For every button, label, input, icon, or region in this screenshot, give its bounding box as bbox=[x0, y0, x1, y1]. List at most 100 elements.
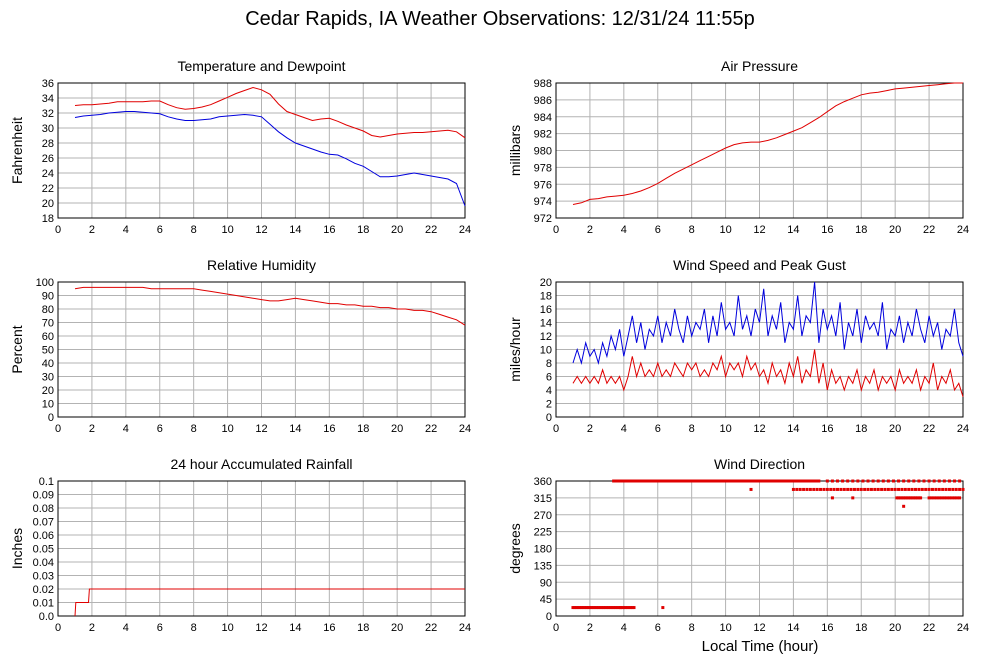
data-point bbox=[955, 496, 959, 500]
data-point bbox=[596, 606, 600, 610]
page-title: Cedar Rapids, IA Weather Observations: 1… bbox=[245, 8, 755, 30]
data-point bbox=[852, 487, 856, 491]
y-tick-label: 2 bbox=[546, 399, 552, 411]
y-tick-label: 18 bbox=[42, 213, 54, 225]
data-point bbox=[586, 606, 590, 610]
data-point bbox=[688, 479, 692, 483]
x-tick-label: 18 bbox=[855, 622, 867, 634]
data-point bbox=[922, 479, 926, 483]
data-point bbox=[764, 479, 768, 483]
x-tick-label: 18 bbox=[357, 423, 369, 435]
data-point bbox=[798, 487, 802, 491]
y-tick-label: 0.01 bbox=[33, 598, 54, 610]
data-point bbox=[778, 479, 782, 483]
data-point bbox=[905, 496, 909, 500]
data-point bbox=[632, 479, 636, 483]
data-point bbox=[771, 479, 775, 483]
data-point bbox=[808, 487, 812, 491]
data-point bbox=[632, 606, 636, 610]
x-tick-label: 22 bbox=[425, 622, 437, 634]
y-tick-label: 70 bbox=[42, 318, 54, 330]
data-point bbox=[703, 479, 707, 483]
data-point bbox=[754, 479, 758, 483]
data-point bbox=[730, 479, 734, 483]
data-point bbox=[944, 487, 948, 491]
data-point bbox=[664, 479, 668, 483]
data-point bbox=[954, 487, 958, 491]
y-tick-label: 16 bbox=[540, 304, 552, 316]
data-point bbox=[637, 479, 641, 483]
x-tick-label: 16 bbox=[323, 423, 335, 435]
y-tick-label: 0.06 bbox=[33, 530, 54, 542]
data-point bbox=[646, 479, 650, 483]
data-point bbox=[902, 496, 906, 500]
data-point bbox=[947, 496, 951, 500]
x-tick-label: 4 bbox=[123, 224, 129, 236]
data-point bbox=[797, 479, 801, 483]
data-point bbox=[791, 487, 795, 491]
data-point bbox=[836, 479, 840, 483]
x-tick-label: 18 bbox=[855, 423, 867, 435]
data-point bbox=[856, 479, 860, 483]
x-tick-label: 2 bbox=[587, 224, 593, 236]
data-point bbox=[607, 606, 611, 610]
data-point bbox=[676, 479, 680, 483]
x-tick-label: 6 bbox=[157, 423, 163, 435]
data-point bbox=[758, 479, 761, 483]
data-point bbox=[630, 479, 634, 483]
y-tick-label: 30 bbox=[42, 123, 54, 135]
plot-frame bbox=[57, 281, 466, 418]
data-point bbox=[742, 479, 746, 483]
data-point bbox=[639, 479, 643, 483]
data-point bbox=[652, 479, 656, 483]
y-tick-label: 60 bbox=[42, 331, 54, 343]
data-point bbox=[920, 487, 924, 491]
data-point bbox=[941, 487, 945, 491]
data-point bbox=[678, 479, 682, 483]
data-point bbox=[669, 479, 673, 483]
x-tick-label: 6 bbox=[655, 224, 661, 236]
data-point bbox=[903, 496, 907, 500]
data-point bbox=[634, 479, 638, 483]
data-point bbox=[900, 487, 904, 491]
x-tick-label: 6 bbox=[157, 622, 163, 634]
data-point bbox=[805, 479, 809, 483]
y-tick-label: 976 bbox=[534, 179, 552, 191]
data-point bbox=[953, 496, 957, 500]
data-point bbox=[683, 479, 687, 483]
y-tick-label: 0.08 bbox=[33, 503, 54, 515]
x-tick-label: 24 bbox=[459, 622, 471, 634]
x-tick-label: 0 bbox=[553, 224, 559, 236]
data-point bbox=[679, 479, 683, 483]
data-point bbox=[822, 487, 826, 491]
data-point bbox=[866, 479, 870, 483]
x-tick-label: 12 bbox=[255, 224, 267, 236]
x-tick-label: 10 bbox=[221, 224, 233, 236]
data-point bbox=[625, 606, 629, 610]
x-tick-label: 16 bbox=[821, 622, 833, 634]
data-point bbox=[659, 479, 663, 483]
data-point bbox=[620, 479, 624, 483]
data-point bbox=[668, 479, 672, 483]
x-axis-label: Local Time (hour) bbox=[702, 638, 819, 655]
data-point bbox=[671, 479, 675, 483]
x-tick-label: 6 bbox=[655, 622, 661, 634]
data-point bbox=[629, 606, 633, 610]
data-point bbox=[961, 487, 965, 491]
data-point bbox=[690, 479, 694, 483]
data-point bbox=[780, 479, 784, 483]
data-point bbox=[919, 496, 923, 500]
data-point bbox=[793, 479, 797, 483]
x-tick-label: 8 bbox=[191, 622, 197, 634]
data-point bbox=[846, 487, 850, 491]
data-point bbox=[788, 479, 792, 483]
x-tick-label: 14 bbox=[289, 622, 301, 634]
data-point bbox=[622, 479, 626, 483]
data-point bbox=[841, 479, 845, 483]
data-point bbox=[595, 606, 599, 610]
x-tick-label: 4 bbox=[123, 423, 129, 435]
